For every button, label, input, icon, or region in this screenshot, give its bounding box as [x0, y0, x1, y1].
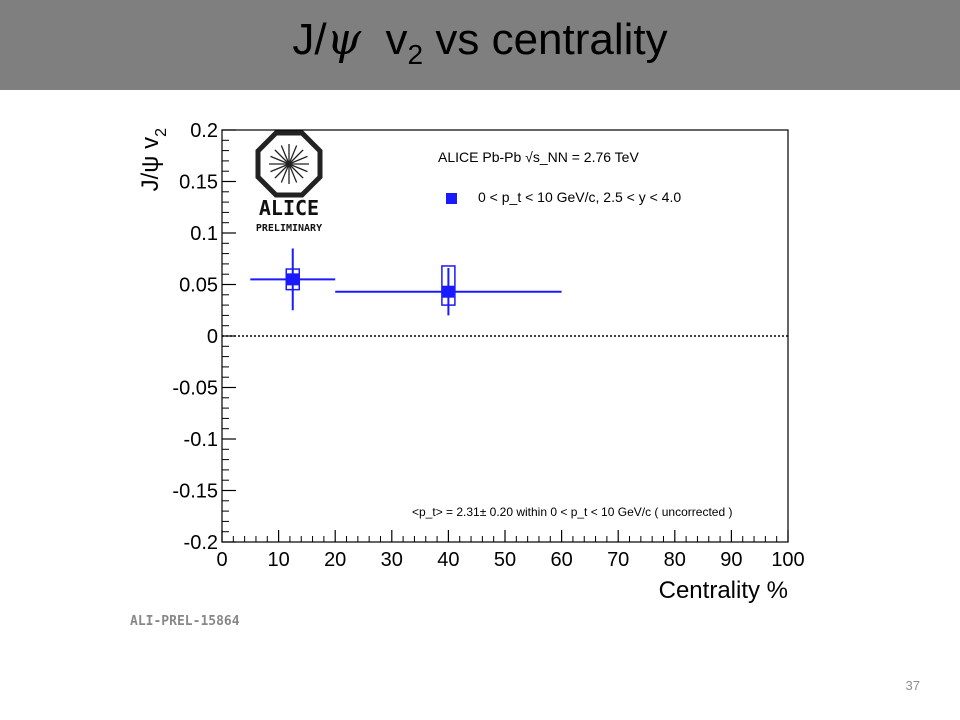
- title-v: v: [385, 15, 408, 64]
- logo-ray: [288, 155, 308, 165]
- logo-ray: [270, 155, 290, 165]
- x-axis-label: Centrality %: [659, 577, 788, 604]
- legend-entry: 0 < p_t < 10 GeV/c, 2.5 < y < 4.0: [478, 189, 681, 205]
- y-tick-label: 0.1: [190, 223, 218, 245]
- title-bar: [0, 0, 960, 90]
- logo-ray: [288, 163, 298, 183]
- y-tick-label: 0.05: [179, 275, 218, 297]
- y-tick-label: 0: [207, 326, 218, 348]
- title-sub: 2: [407, 38, 424, 70]
- logo-ray: [280, 163, 290, 183]
- logo-tag: PRELIMINARY: [256, 223, 322, 234]
- legend-header: ALICE Pb-Pb √s_NN = 2.76 TeV: [438, 149, 639, 165]
- logo-ray: [288, 149, 304, 165]
- y-tick-label: -0.05: [172, 378, 218, 400]
- title-main: J/: [292, 15, 327, 64]
- logo-ray: [274, 149, 290, 165]
- slide-title: J/ψ v2 vs centrality: [0, 14, 960, 71]
- x-tick-label: 20: [324, 549, 346, 571]
- logo-ray: [288, 163, 304, 179]
- annotation-mean-pt: <p_t> = 2.31± 0.20 within 0 < p_t < 10 G…: [412, 505, 732, 519]
- x-tick-label: 50: [494, 549, 516, 571]
- logo-ray: [274, 163, 290, 179]
- logo-name: ALICE: [259, 196, 319, 220]
- alice-logo: ALICE PRELIMINARY: [255, 130, 323, 234]
- y-tick-label: -0.15: [172, 481, 218, 503]
- x-tick-label: 10: [267, 549, 289, 571]
- legend-marker: [446, 193, 457, 204]
- data-point: [286, 273, 299, 286]
- y-tick-label: 0.2: [190, 120, 218, 142]
- data-point: [442, 285, 455, 298]
- y-axis-label-sub: 2: [153, 128, 170, 137]
- x-tick-label: 40: [437, 549, 459, 571]
- systematic-box: [441, 265, 456, 306]
- x-tick-label: 30: [381, 549, 403, 571]
- page-number: 37: [905, 678, 920, 693]
- y-axis-label-main: J/ψ v: [137, 137, 164, 191]
- x-tick-label: 0: [216, 549, 227, 571]
- logo-ray: [288, 145, 298, 165]
- x-tick-label: 60: [550, 549, 572, 571]
- x-tick-label: 100: [771, 549, 804, 571]
- title-rest: vs centrality: [423, 15, 668, 64]
- systematic-box: [285, 268, 300, 291]
- y-tick-label: 0.15: [179, 172, 218, 194]
- logo-ray: [270, 163, 290, 173]
- logo-ray: [280, 145, 290, 165]
- logo-ray: [288, 163, 308, 173]
- watermark-label: ALI-PREL-15864: [130, 614, 240, 629]
- x-tick-label: 90: [720, 549, 742, 571]
- x-tick-label: 70: [607, 549, 629, 571]
- y-tick-label: -0.1: [184, 429, 218, 451]
- y-tick-label: -0.2: [184, 532, 218, 554]
- title-psi: ψ: [326, 14, 362, 65]
- x-tick-label: 80: [664, 549, 686, 571]
- y-axis-label: J/ψ v2: [137, 128, 170, 191]
